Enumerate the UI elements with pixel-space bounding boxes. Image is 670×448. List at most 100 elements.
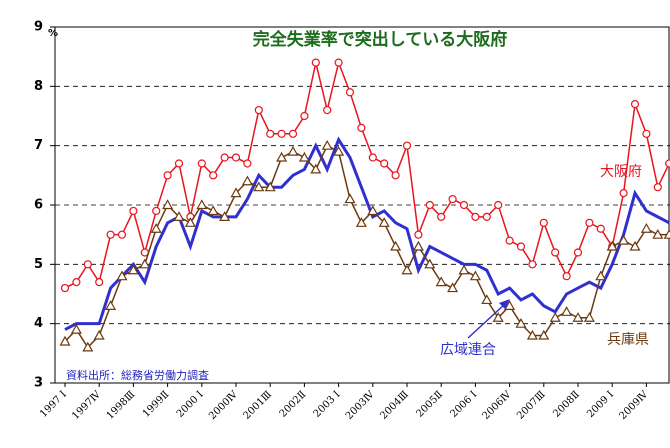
data-point xyxy=(401,264,413,275)
data-point xyxy=(243,159,252,168)
data-point xyxy=(83,260,92,269)
data-point xyxy=(298,151,310,162)
data-point xyxy=(492,312,504,322)
data-point xyxy=(150,223,162,233)
data-point xyxy=(219,211,231,221)
data-point xyxy=(357,123,366,132)
data-point xyxy=(596,224,605,233)
x-tick-label: 2009 I xyxy=(585,389,616,420)
data-point xyxy=(231,153,241,162)
data-point xyxy=(425,200,434,210)
data-point xyxy=(414,230,423,239)
data-point xyxy=(494,200,503,210)
data-point xyxy=(334,58,343,67)
data-point xyxy=(174,159,184,168)
data-point xyxy=(300,111,309,121)
data-point xyxy=(152,206,161,216)
data-point xyxy=(437,212,446,221)
data-point xyxy=(585,218,594,227)
data-point xyxy=(458,264,470,275)
data-point xyxy=(469,270,481,281)
data-point xyxy=(323,105,332,115)
y-tick-label: 6 xyxy=(34,198,43,213)
y-unit: % xyxy=(48,28,58,39)
x-tick-label: 1999Ⅱ xyxy=(141,389,172,420)
y-tick-label: 5 xyxy=(34,257,43,272)
data-point xyxy=(412,240,424,251)
data-point xyxy=(344,193,356,204)
x-tick-label: 2006 I xyxy=(448,389,479,420)
x-tick-label: 2000 I xyxy=(175,389,206,420)
series-label: 大阪府 xyxy=(600,164,642,180)
source-note: 資料出所：総務省労働力調査 xyxy=(66,368,209,382)
data-point xyxy=(562,272,571,281)
data-point xyxy=(505,236,514,245)
series-line xyxy=(64,60,670,289)
data-point xyxy=(139,258,151,269)
data-point xyxy=(447,282,459,293)
data-point xyxy=(70,323,82,334)
data-point xyxy=(197,159,206,168)
data-point xyxy=(355,217,367,227)
data-point xyxy=(380,159,389,168)
data-point xyxy=(561,306,573,316)
data-point xyxy=(287,145,299,156)
y-tick-label: 8 xyxy=(34,79,43,94)
data-point xyxy=(116,270,128,281)
label-arrow xyxy=(467,303,506,339)
x-tick-label: 2009Ⅳ xyxy=(617,388,651,422)
data-point xyxy=(72,278,81,287)
data-point xyxy=(310,163,322,174)
data-point xyxy=(105,300,117,310)
data-point xyxy=(595,270,607,281)
series-label: 兵庫県 xyxy=(607,331,649,348)
plot-area xyxy=(59,58,670,352)
x-tick-label: 2001Ⅲ xyxy=(241,389,274,422)
data-point xyxy=(254,105,263,115)
data-point xyxy=(619,189,628,198)
data-point xyxy=(663,228,670,239)
x-tick-label: 2005Ⅱ xyxy=(415,389,446,420)
y-tick-label: 3 xyxy=(34,376,43,391)
x-tick-label: 2007Ⅲ xyxy=(515,389,548,422)
data-point xyxy=(482,212,491,221)
data-point xyxy=(630,100,640,109)
data-point xyxy=(640,223,652,233)
data-point xyxy=(321,139,333,150)
series-label: 広域連合 xyxy=(440,342,496,358)
data-point xyxy=(277,129,286,138)
data-point xyxy=(459,200,469,210)
data-point xyxy=(264,181,276,192)
data-point xyxy=(209,171,218,180)
data-point xyxy=(82,341,94,352)
data-point xyxy=(652,228,664,239)
data-point xyxy=(606,240,618,251)
data-point xyxy=(266,129,275,138)
data-point xyxy=(618,234,630,245)
data-point xyxy=(253,181,265,192)
data-point xyxy=(528,260,537,269)
data-point xyxy=(504,300,516,310)
data-point xyxy=(59,335,71,346)
arrow-head xyxy=(499,299,510,309)
data-point xyxy=(127,264,139,275)
data-point xyxy=(333,145,345,156)
chart-title: 完全失業率で突出している大阪府 xyxy=(253,29,508,50)
data-point xyxy=(516,242,526,251)
data-point xyxy=(572,312,584,322)
data-point xyxy=(538,329,550,340)
x-tick-label: 2002Ⅱ xyxy=(278,389,309,420)
data-point xyxy=(391,171,400,180)
data-point xyxy=(220,153,229,162)
x-tick-label: 2004Ⅲ xyxy=(378,389,411,422)
data-point xyxy=(378,217,390,227)
data-point xyxy=(162,199,174,210)
data-point xyxy=(653,183,662,192)
data-point xyxy=(390,240,402,251)
data-point xyxy=(481,294,493,305)
data-point xyxy=(207,205,219,216)
data-point xyxy=(424,258,436,269)
data-point xyxy=(573,248,583,257)
data-point xyxy=(60,283,70,293)
